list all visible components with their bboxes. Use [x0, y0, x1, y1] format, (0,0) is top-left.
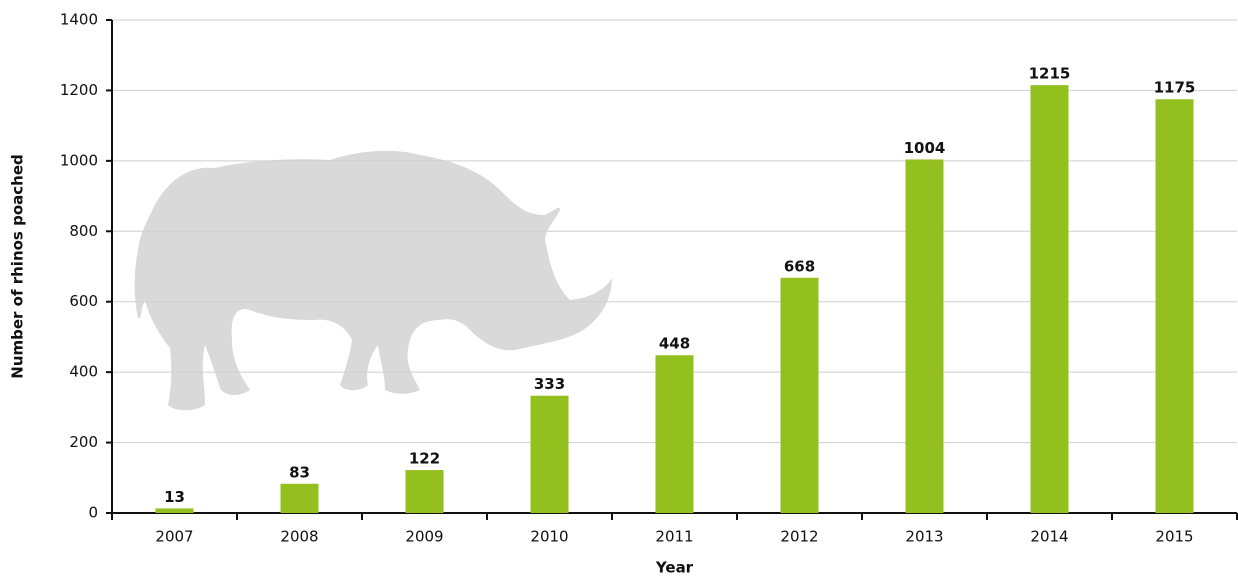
value-label: 1215 — [1029, 65, 1071, 83]
y-axis-label: Number of rhinos poached — [9, 154, 27, 378]
value-label: 83 — [289, 463, 310, 481]
value-label: 122 — [409, 450, 440, 468]
x-tick-label: 2014 — [1030, 528, 1068, 546]
x-axis-label: Year — [655, 559, 694, 577]
value-label: 13 — [164, 488, 185, 506]
x-tick-label: 2009 — [405, 528, 443, 546]
x-tick-label: 2010 — [530, 528, 568, 546]
bar — [1030, 85, 1069, 514]
bar — [780, 277, 819, 513]
x-tick-label: 2007 — [155, 528, 193, 546]
rhino-silhouette — [134, 150, 612, 411]
bar — [530, 395, 569, 513]
y-tick-label: 400 — [69, 363, 98, 381]
x-tick-label: 2015 — [1155, 528, 1193, 546]
bar — [155, 508, 194, 513]
value-label: 1004 — [904, 139, 946, 157]
x-tick-label: 2011 — [655, 528, 693, 546]
bar — [280, 483, 319, 513]
y-tick-label: 600 — [69, 292, 98, 310]
y-tick-label: 1200 — [60, 81, 98, 99]
y-tick-label: 800 — [69, 222, 98, 240]
bar — [905, 159, 944, 513]
value-label: 668 — [784, 257, 815, 275]
bar — [1155, 99, 1194, 513]
value-label: 448 — [659, 335, 690, 353]
value-label: 333 — [534, 375, 565, 393]
bar — [405, 470, 444, 513]
x-tick-label: 2012 — [780, 528, 818, 546]
x-tick-label: 2013 — [905, 528, 943, 546]
value-label: 1175 — [1154, 79, 1196, 97]
y-tick-label: 1000 — [60, 151, 98, 169]
x-tick-label: 2008 — [280, 528, 318, 546]
y-tick-label: 200 — [69, 433, 98, 451]
y-tick-label: 1400 — [60, 11, 98, 29]
y-tick-label: 0 — [88, 504, 98, 522]
bar — [655, 355, 694, 513]
